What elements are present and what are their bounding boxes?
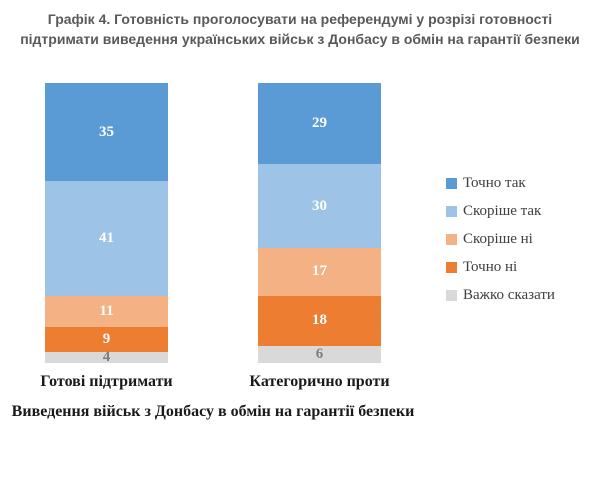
plot-area: 35 41 11 9 4 29 30 17 18 6 (45, 83, 381, 365)
legend-item: Точно ні (446, 259, 555, 276)
legend: Точно так Скоріше так Скоріше ні Точно ні Ва… (446, 175, 555, 315)
legend-color-swatch-icon (446, 178, 457, 189)
legend-label: Важко сказати (463, 287, 555, 303)
legend-color-swatch-icon (446, 206, 457, 217)
bar-segment: 6 (258, 346, 381, 363)
legend-color-swatch-icon (446, 234, 457, 245)
legend-label: Скоріше так (463, 203, 542, 219)
legend-color-swatch-icon (446, 290, 457, 301)
bar-segment: 29 (258, 83, 381, 165)
segment-value-label: 4 (102, 348, 111, 365)
bar-segment: 11 (45, 295, 168, 327)
x-axis-title: Виведення військ з Донбасу в обмін на га… (11, 403, 415, 420)
legend-item: Точно так (446, 175, 555, 192)
segment-value-label: 41 (99, 229, 114, 246)
segment-value-label: 17 (312, 263, 327, 280)
segment-value-label: 11 (99, 302, 114, 319)
legend-item: Скоріше так (446, 203, 555, 220)
legend-color-swatch-icon (446, 262, 457, 273)
segment-value-label: 18 (312, 312, 327, 329)
legend-label: Скоріше ні (463, 231, 533, 247)
legend-item: Важко сказати (446, 287, 555, 304)
bar-segment: 18 (258, 295, 381, 347)
legend-item: Скоріше ні (446, 231, 555, 248)
bar-segment: 17 (258, 248, 381, 296)
bar-segment: 4 (45, 348, 168, 365)
segment-value-label: 30 (312, 197, 327, 214)
category-label: Категорично проти (249, 373, 390, 390)
chart-title: Графік 4. Готовність проголосувати на ре… (20, 11, 580, 47)
segment-value-label: 35 (99, 123, 114, 140)
bar-segment: 30 (258, 164, 381, 249)
legend-label: Точно ні (463, 259, 518, 275)
segment-value-label: 6 (315, 346, 324, 363)
bar-segment: 35 (45, 83, 168, 181)
segment-value-label: 29 (312, 115, 327, 132)
bar-segment: 9 (45, 326, 168, 352)
legend-label: Точно так (463, 175, 526, 191)
bar-column: 35 41 11 9 4 (45, 83, 168, 365)
bar-column: 29 30 17 18 6 (258, 83, 381, 363)
category-label: Готові підтримати (40, 373, 173, 390)
segment-value-label: 9 (102, 330, 111, 347)
bar-segment: 41 (45, 181, 168, 296)
